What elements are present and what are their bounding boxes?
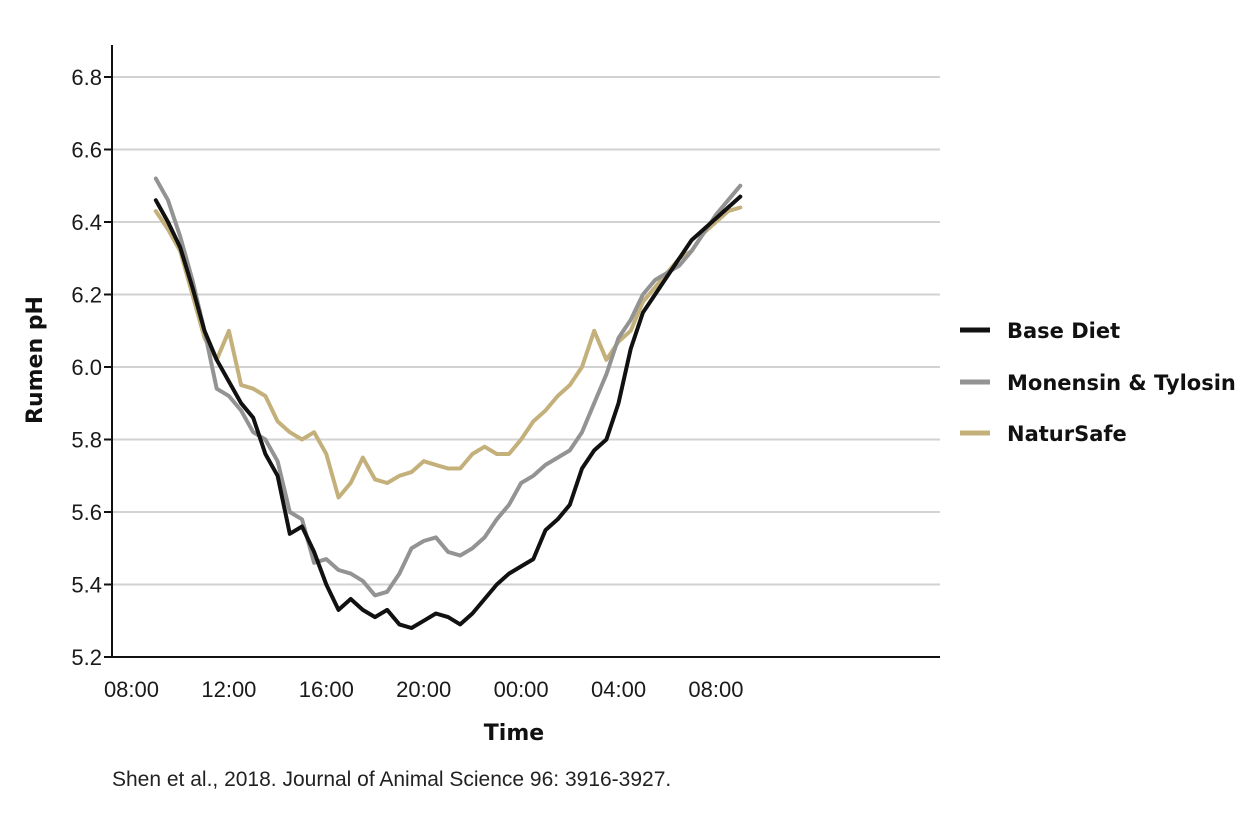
- series-line-monensin-tylosin: [153, 176, 743, 598]
- legend-label: Monensin & Tylosin: [1007, 371, 1236, 395]
- legend-label: Base Diet: [1007, 319, 1120, 343]
- series-line-natursafe: [153, 205, 743, 500]
- y-tick-label: 5.2: [71, 645, 102, 670]
- tick-labels: 5.2 5.4 5.6 5.8 6.0 6.2 6.4 6.6 6.8 08:00 12:00 16:…: [71, 65, 743, 702]
- y-tick-label: 5.8: [71, 428, 102, 453]
- x-tick-label: 12:00: [201, 677, 256, 702]
- y-tick-label: 5.4: [71, 573, 102, 598]
- y-tick-label: 6.2: [71, 283, 102, 308]
- legend-entry-base-diet: Base Diet: [960, 319, 1120, 343]
- x-tick-label: 20:00: [396, 677, 451, 702]
- legend-entry-natursafe: NaturSafe: [960, 422, 1127, 446]
- y-tick-label: 6.4: [71, 210, 102, 235]
- series-line-base-diet: [153, 194, 743, 630]
- x-tick-label: 04:00: [591, 677, 646, 702]
- y-tick-label: 5.6: [71, 500, 102, 525]
- x-tick-label: 16:00: [299, 677, 354, 702]
- x-tick-label: 08:00: [688, 677, 743, 702]
- gridlines: [112, 76, 940, 586]
- source-citation: Shen et al., 2018. Journal of Animal Sci…: [112, 768, 672, 791]
- axes: [111, 45, 940, 658]
- y-tick-label: 6.8: [71, 65, 102, 90]
- legend: Base Diet Monensin & Tylosin NaturSafe: [960, 319, 1236, 446]
- y-tick-label: 6.0: [71, 355, 102, 380]
- legend-label: NaturSafe: [1007, 422, 1127, 446]
- x-axis-title: Time: [484, 721, 544, 746]
- series-lines: [153, 176, 743, 630]
- x-tick-label: 08:00: [104, 677, 159, 702]
- x-tick-label: 00:00: [494, 677, 549, 702]
- y-axis-title: Rumen pH: [23, 296, 48, 424]
- y-tick-label: 6.6: [71, 138, 102, 163]
- legend-entry-monensin-tylosin: Monensin & Tylosin: [960, 371, 1236, 395]
